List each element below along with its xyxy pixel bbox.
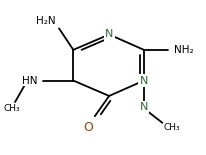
- Text: H₂N: H₂N: [36, 16, 56, 27]
- Text: CH₃: CH₃: [4, 104, 20, 113]
- Text: CH₃: CH₃: [163, 123, 180, 132]
- Text: N: N: [140, 76, 148, 86]
- Text: N: N: [140, 102, 148, 112]
- Text: O: O: [84, 121, 94, 134]
- Text: NH₂: NH₂: [174, 45, 194, 55]
- Text: N: N: [105, 29, 113, 40]
- Text: HN: HN: [22, 76, 38, 86]
